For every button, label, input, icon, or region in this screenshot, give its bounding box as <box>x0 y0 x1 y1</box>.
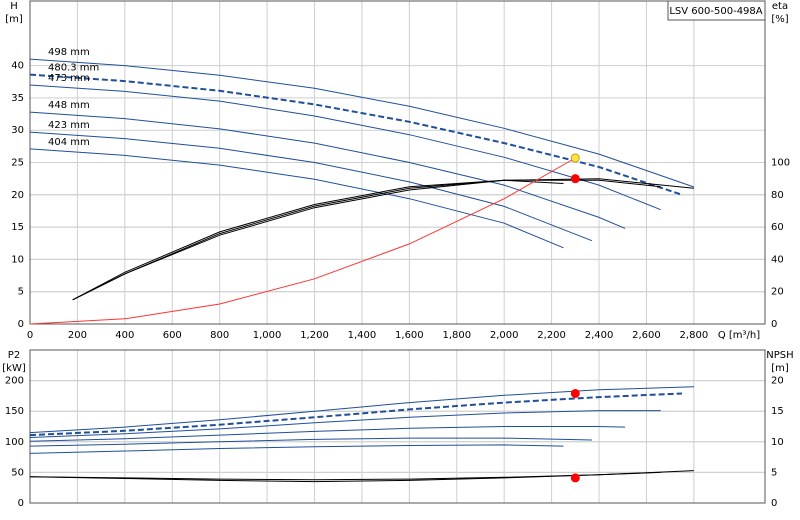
curve <box>72 179 564 301</box>
curve <box>29 58 695 188</box>
x-tick-label: 2,400 <box>585 330 614 341</box>
curve <box>29 426 626 442</box>
y2-axis-unit: [m] <box>771 363 789 374</box>
x-tick-label: 2,200 <box>537 330 566 341</box>
plot-frame <box>29 349 766 504</box>
curve-label: 480.3 mm <box>48 63 99 74</box>
y-tick-label: 0 <box>18 498 24 509</box>
curve-label: 448 mm <box>48 100 90 111</box>
x-tick-label: 600 <box>163 330 182 341</box>
y2-axis-unit: [%] <box>771 14 788 25</box>
y-axis-label: P2 <box>8 350 20 361</box>
title-box <box>667 0 766 21</box>
curve-label: 404 mm <box>48 137 90 148</box>
y2-tick-label: 80 <box>771 190 784 201</box>
curve <box>29 111 626 229</box>
x-tick-label: 200 <box>68 330 87 341</box>
x-tick-label: 1,800 <box>442 330 471 341</box>
x-axis-label: Q [m³/h] <box>718 330 760 341</box>
x-tick-label: 800 <box>210 330 229 341</box>
y-tick-label: 200 <box>5 376 24 387</box>
duty-point <box>570 153 580 163</box>
curve <box>29 148 564 249</box>
y-tick-label: 10 <box>11 254 24 265</box>
y-axis-label: H <box>10 1 18 12</box>
duty-point <box>570 473 580 483</box>
y-tick-label: 30 <box>11 125 24 136</box>
duty-point <box>570 388 580 398</box>
curve <box>29 444 564 454</box>
y2-tick-label: 0 <box>771 498 777 509</box>
curve <box>29 131 593 242</box>
y2-axis-label: eta <box>772 1 788 12</box>
y-axis-unit: [m] <box>5 14 23 25</box>
y2-tick-label: 15 <box>771 406 784 417</box>
x-tick-label: 2,000 <box>490 330 519 341</box>
y-tick-label: 20 <box>11 190 24 201</box>
y2-tick-label: 100 <box>771 158 790 169</box>
curve <box>29 410 661 438</box>
y2-axis-label: NPSH <box>766 350 793 361</box>
plot-frame <box>29 0 766 325</box>
y-tick-label: 100 <box>5 437 24 448</box>
curve-label: 498 mm <box>48 47 90 58</box>
curve <box>72 179 661 301</box>
curve <box>29 73 683 196</box>
chart-title: LSV 600-500-498A <box>669 6 762 17</box>
y2-tick-label: 60 <box>771 222 784 233</box>
curve-label: 423 mm <box>48 120 90 131</box>
y-axis-unit: [kW] <box>2 363 26 374</box>
curve <box>29 386 694 434</box>
curve <box>29 392 683 437</box>
x-tick-label: 1,600 <box>395 330 424 341</box>
curve-label: 473 mm <box>48 73 90 84</box>
y-tick-label: 5 <box>18 287 24 298</box>
y-tick-label: 15 <box>11 222 24 233</box>
x-tick-label: 2,600 <box>632 330 661 341</box>
x-tick-label: 2,800 <box>680 330 709 341</box>
x-tick-label: 1,400 <box>348 330 377 341</box>
x-tick-label: 400 <box>115 330 134 341</box>
y2-tick-label: 10 <box>771 437 784 448</box>
curve <box>29 471 661 481</box>
curve <box>29 157 576 325</box>
y2-tick-label: 20 <box>771 376 784 387</box>
y2-tick-label: 20 <box>771 287 784 298</box>
y2-tick-label: 0 <box>771 319 777 330</box>
y-tick-label: 25 <box>11 158 24 169</box>
y-tick-label: 50 <box>11 467 24 478</box>
x-tick-label: 1,000 <box>253 330 282 341</box>
y-tick-label: 0 <box>18 319 24 330</box>
y-tick-label: 35 <box>11 93 24 104</box>
y-tick-label: 150 <box>5 406 24 417</box>
y-tick-label: 40 <box>11 61 24 72</box>
x-tick-label: 1,200 <box>300 330 329 341</box>
y2-tick-label: 5 <box>771 467 777 478</box>
y2-tick-label: 40 <box>771 254 784 265</box>
curve <box>29 437 592 447</box>
x-tick-label: 0 <box>27 330 33 341</box>
duty-point <box>570 174 580 184</box>
